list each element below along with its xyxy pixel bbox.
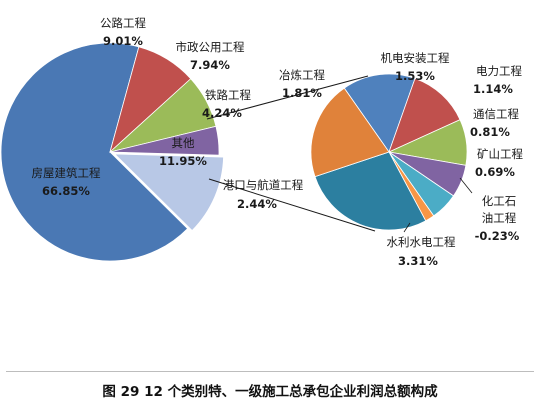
detail-slice-0 [343, 73, 416, 153]
label-name-gonglu: 公路工程 [100, 16, 146, 30]
label-name-dianli: 电力工程 [476, 64, 522, 78]
label-value-shuili: 3.31% [398, 254, 438, 268]
label-name-gangkou: 港口与航道工程 [223, 178, 304, 192]
label-name-huagong-1: 化工石 [482, 194, 517, 208]
label-name-qita: 其他 [172, 136, 195, 150]
label-value-tongxin: 0.81% [470, 125, 510, 139]
leader-line-shuili [403, 222, 411, 233]
label-name-kuangshan: 矿山工程 [477, 147, 523, 161]
label-value-qita: 11.95% [159, 154, 207, 168]
caption-divider [6, 371, 534, 372]
label-name-jidian: 机电安装工程 [381, 51, 450, 65]
label-value-fangwu: 66.85% [42, 184, 90, 198]
main-pie [0, 42, 224, 262]
label-value-gonglu: 9.01% [103, 34, 143, 48]
figure-caption: 图 29 12 个类别特、一级施工总承包企业利润总额构成 [102, 384, 438, 400]
label-name-tongxin: 通信工程 [473, 107, 519, 121]
pie-of-pie-chart: 房屋建筑工程 66.85% 公路工程 9.01% 市政公用工程 7.94% 铁路… [0, 16, 524, 268]
connector-line-top [206, 75, 369, 120]
detail-pie [310, 73, 468, 231]
label-value-dianli: 1.14% [473, 82, 513, 96]
main-slice-4 [113, 153, 224, 232]
detail-slice-7 [310, 87, 390, 178]
connector-line-bottom [208, 178, 376, 232]
label-name-yelian: 冶炼工程 [279, 68, 325, 82]
label-value-jidian: 1.53% [395, 69, 435, 83]
connector-lines [206, 75, 376, 232]
label-name-tielu: 铁路工程 [205, 88, 251, 102]
label-value-kuangshan: 0.69% [475, 165, 515, 179]
leader-line-huagong [459, 177, 473, 194]
label-value-tielu: 4.24% [202, 106, 242, 120]
label-name-huagong-2: 油工程 [482, 211, 517, 225]
label-name-shuili: 水利水电工程 [387, 235, 456, 249]
detail-slice-1 [388, 77, 461, 153]
data-labels: 房屋建筑工程 66.85% 公路工程 9.01% 市政公用工程 7.94% 铁路… [32, 16, 524, 268]
detail-slice-6 [314, 151, 427, 231]
main-slice-3 [109, 125, 220, 156]
label-value-huagong: -0.23% [475, 229, 520, 243]
label-name-fangwu: 房屋建筑工程 [32, 166, 101, 180]
main-slice-0 [0, 42, 189, 262]
label-value-gangkou: 2.44% [237, 197, 277, 211]
label-value-shizheng: 7.94% [190, 58, 230, 72]
leader-lines [403, 177, 473, 233]
label-name-shizheng: 市政公用工程 [176, 40, 245, 54]
label-value-yelian: 1.81% [282, 86, 322, 100]
